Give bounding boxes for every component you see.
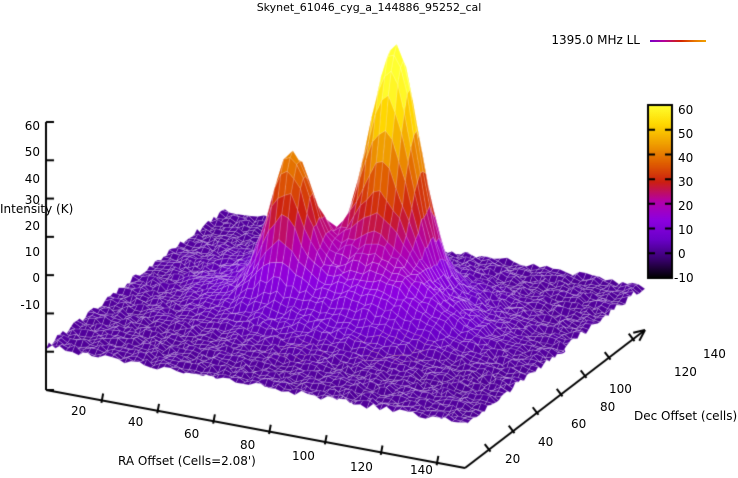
x-axis-title: RA Offset (Cells=2.08') — [118, 454, 256, 468]
z-tick-label: 10 — [24, 245, 40, 259]
colorbar-tick-label: 50 — [678, 127, 694, 141]
y-tick-label: 20 — [505, 452, 521, 466]
y-tick-label: 80 — [600, 400, 616, 414]
x-tick-label: 60 — [184, 427, 200, 441]
y-tick-label: 100 — [609, 382, 632, 396]
colorbar-tick-label: 40 — [678, 151, 694, 165]
legend-swatch-icon — [650, 40, 706, 42]
z-tick-label: 20 — [24, 219, 40, 233]
z-tick-label: 30 — [24, 193, 40, 207]
legend-label: 1395.0 MHz LL — [551, 33, 640, 47]
y-tick-label: 40 — [538, 435, 554, 449]
z-tick-label: 50 — [24, 145, 40, 159]
x-tick-label: 40 — [128, 415, 144, 429]
colorbar-tick-label: 30 — [678, 175, 694, 189]
x-tick-label: 80 — [240, 438, 256, 452]
colorbar-tick-label: 60 — [678, 103, 694, 117]
page-title: Skynet_61046_cyg_a_144886_95252_cal — [256, 1, 482, 14]
colorbar-tick-label: -10 — [674, 271, 694, 285]
y-tick-label: 60 — [571, 417, 587, 431]
x-tick-label: 140 — [410, 463, 433, 477]
x-tick-label: 120 — [350, 460, 373, 474]
y-tick-label: 120 — [674, 365, 697, 379]
z-tick-label: -10 — [20, 298, 40, 312]
x-tick-label: 100 — [292, 449, 315, 463]
z-tick-label: 0 — [32, 271, 40, 285]
colorbar-tick-label: 0 — [678, 247, 686, 261]
colorbar-tick-label: 20 — [678, 199, 694, 213]
z-tick-label: 40 — [24, 172, 40, 186]
z-axis-title: Intensity (K) — [0, 202, 74, 216]
z-tick-label: 60 — [24, 119, 40, 133]
colorbar-tick-label: 10 — [678, 223, 694, 237]
x-tick-label: 20 — [71, 404, 87, 418]
y-tick-label: 140 — [703, 347, 726, 361]
y-axis-title: Dec Offset (cells) — [634, 409, 738, 423]
